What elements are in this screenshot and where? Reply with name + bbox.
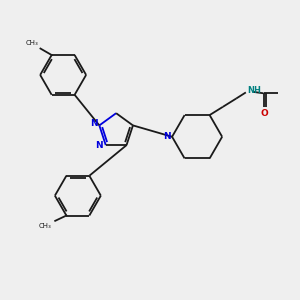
Text: N: N <box>95 141 103 150</box>
Text: CH₃: CH₃ <box>39 223 52 229</box>
Text: N: N <box>90 119 98 128</box>
Text: NH: NH <box>247 86 261 95</box>
Text: N: N <box>163 132 171 141</box>
Text: O: O <box>261 110 268 118</box>
Text: CH₃: CH₃ <box>26 40 38 46</box>
